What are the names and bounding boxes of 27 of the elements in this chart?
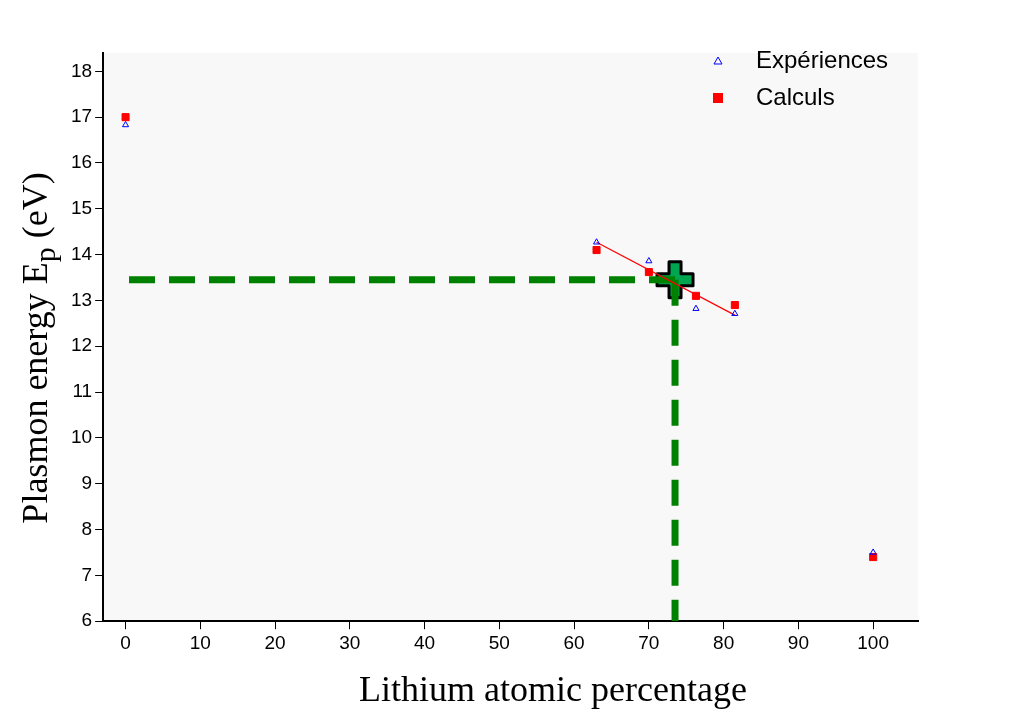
x-tick-label: 60	[563, 631, 585, 653]
x-tick-label: 50	[488, 631, 510, 653]
y-tick-label: 11	[72, 380, 93, 402]
x-tick-label: 70	[638, 631, 660, 653]
y-tick-label: 13	[70, 288, 93, 310]
x-tick-label: 20	[264, 631, 286, 653]
y-tick-label: 15	[70, 197, 93, 219]
x-tick-label: 40	[414, 631, 436, 653]
y-tick-label: 18	[70, 59, 93, 81]
x-tick-label: 90	[787, 631, 809, 653]
legend-label: Expériences	[756, 45, 889, 73]
x-axis-title: Lithium atomic percentage	[358, 668, 748, 710]
legend-label: Calculs	[756, 82, 835, 110]
y-tick-label: 17	[70, 105, 93, 127]
y-tick-label: 10	[70, 426, 93, 448]
x-tick-label: 100	[857, 631, 889, 653]
y-tick-label: 16	[70, 151, 93, 173]
x-tick-label: 0	[120, 631, 131, 653]
y-tick-label: 12	[70, 334, 93, 356]
y-tick-label: 8	[81, 517, 93, 539]
x-tick-label: 30	[339, 631, 361, 653]
x-tick-label: 10	[189, 631, 211, 653]
y-tick-label: 6	[81, 609, 93, 631]
y-tick-label: 14	[70, 242, 93, 264]
y-tick-label: 7	[81, 563, 93, 585]
x-tick-label: 80	[713, 631, 735, 653]
y-tick-label: 9	[81, 471, 93, 493]
